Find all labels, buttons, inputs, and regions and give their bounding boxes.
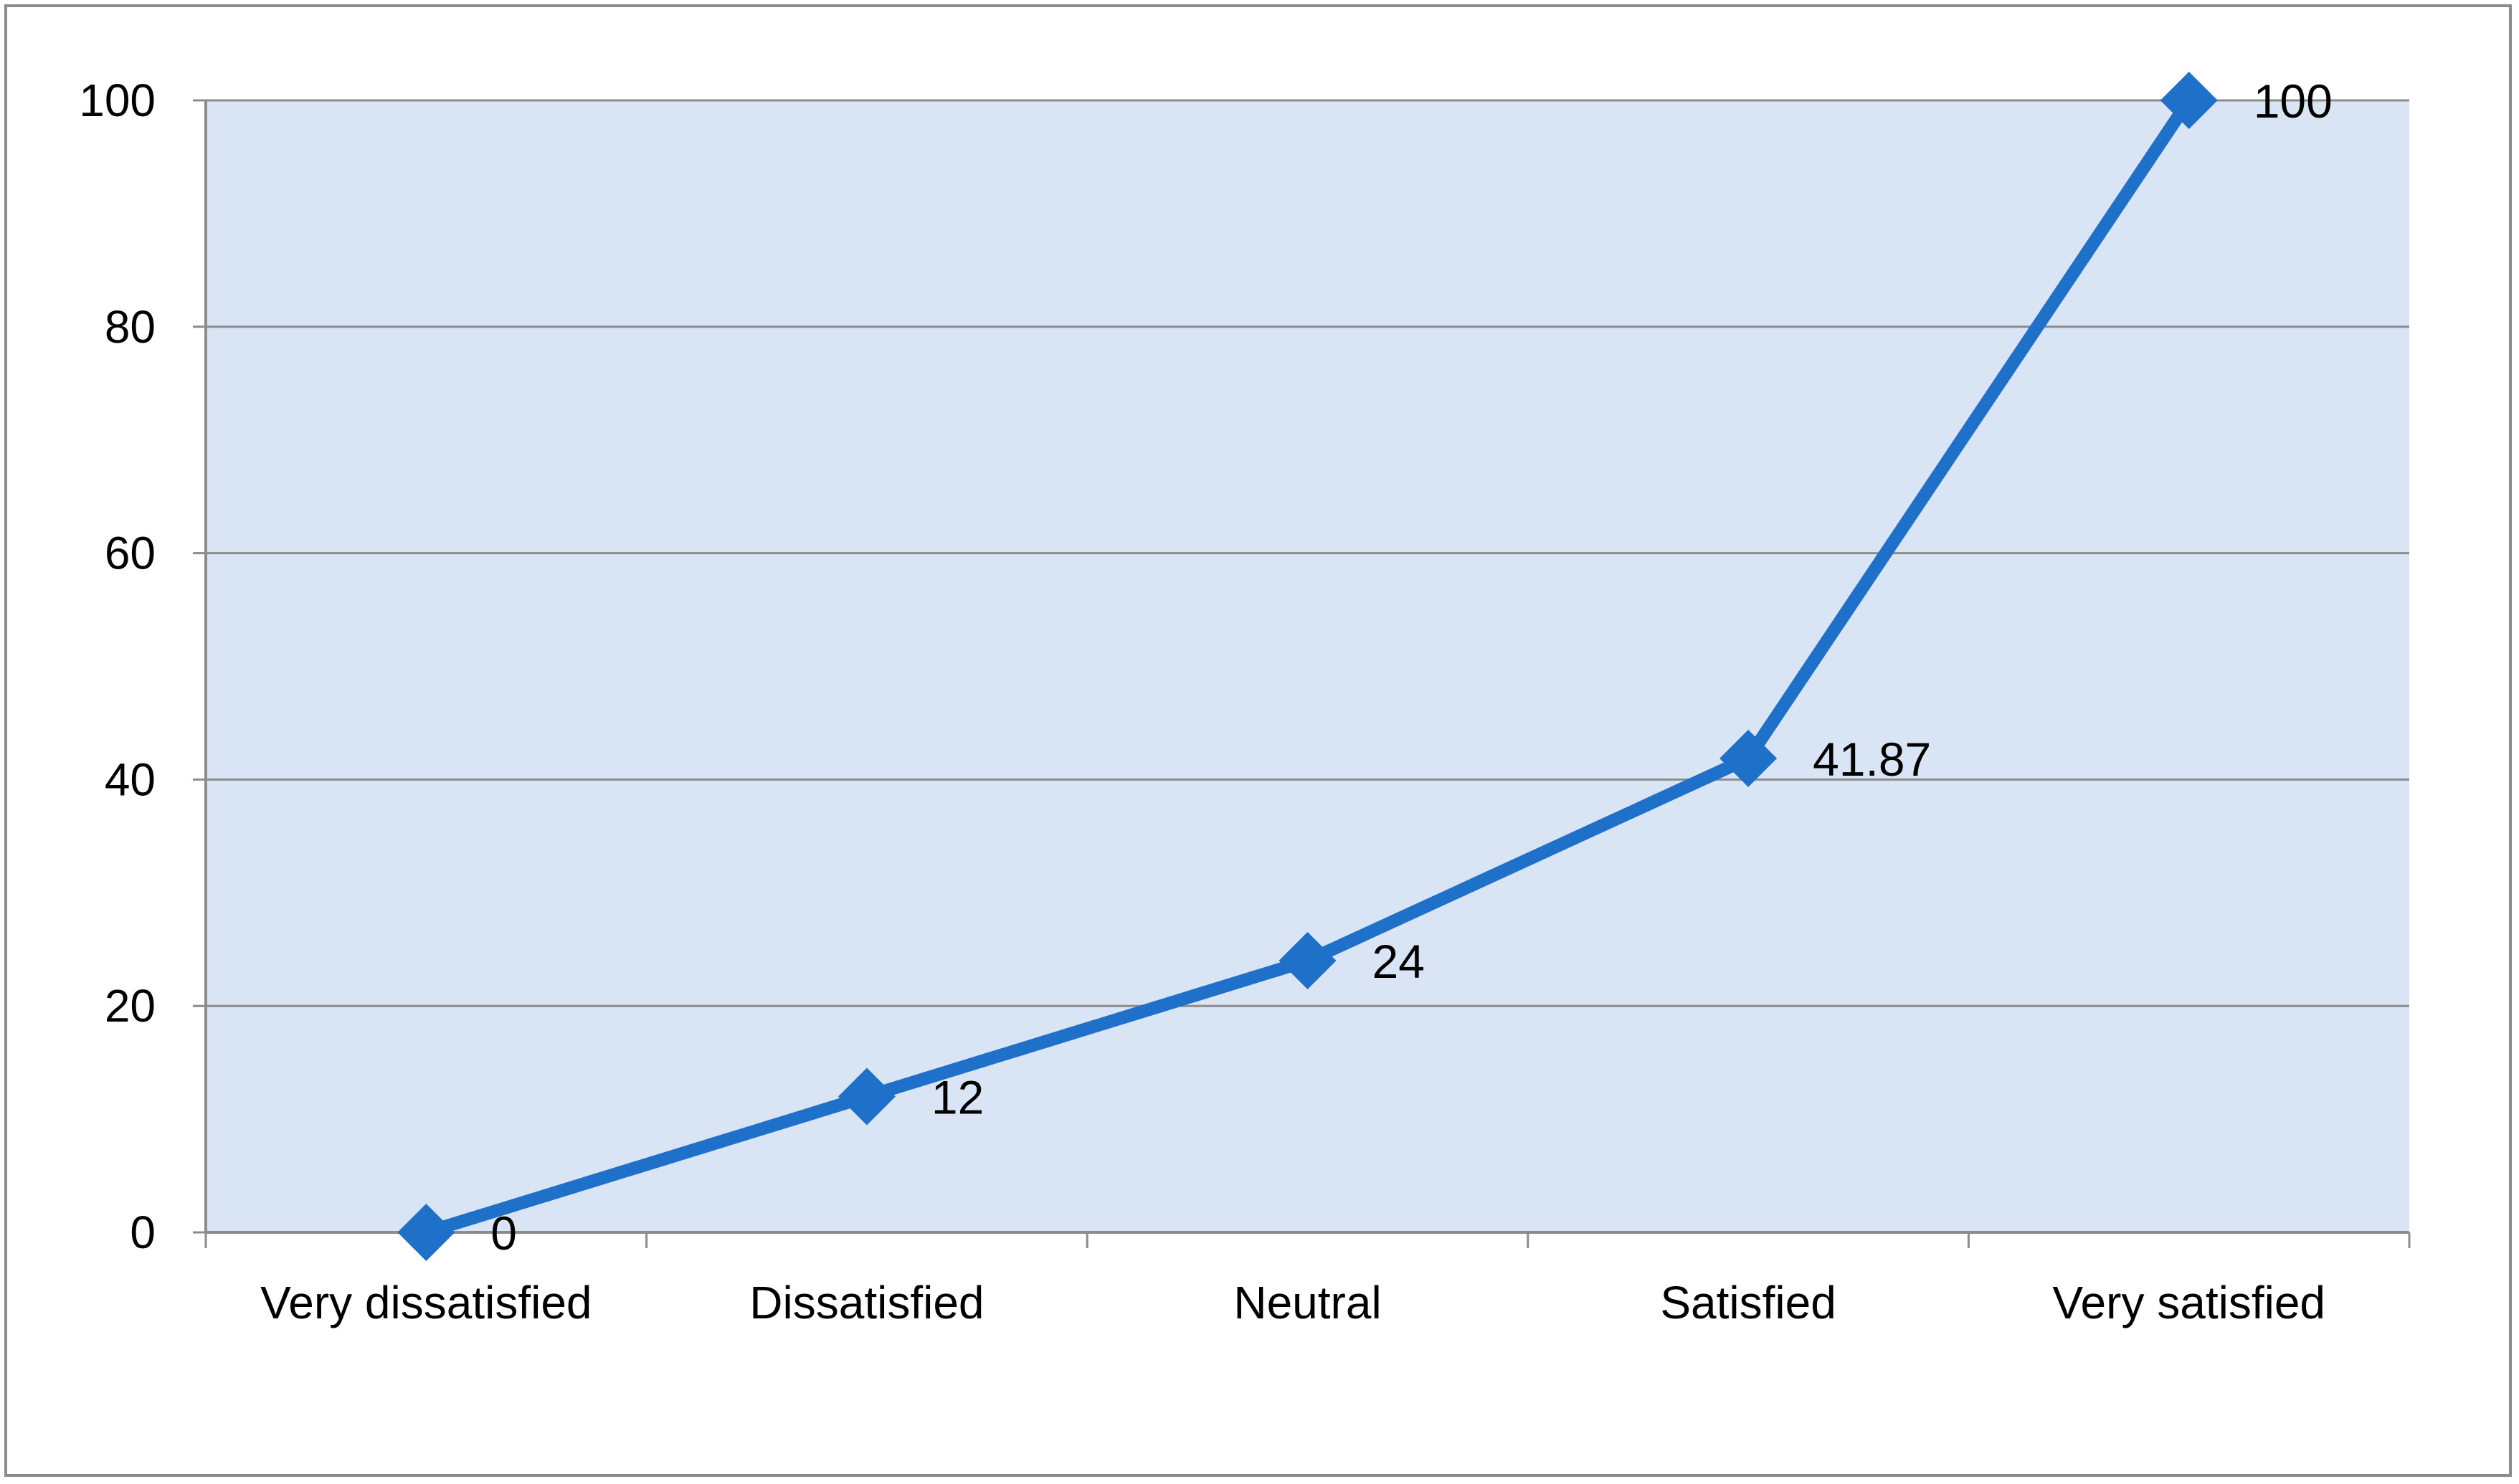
data-label: 41.87: [1813, 733, 1931, 786]
x-tick-label: Very dissatisfied: [260, 1277, 592, 1328]
x-tick-label: Dissatisfied: [749, 1277, 984, 1328]
y-tick-label: 40: [105, 753, 156, 805]
data-point-marker: [2160, 72, 2218, 129]
data-point-marker: [1719, 729, 1778, 787]
axes: [204, 100, 2409, 1234]
data-label: 0: [490, 1207, 517, 1260]
y-tick-label: 100: [79, 75, 156, 126]
data-label: 100: [2254, 75, 2333, 128]
data-label: 24: [1372, 935, 1425, 988]
y-tick-label: 0: [130, 1207, 156, 1258]
x-axis-ticks: Very dissatisfied Dissatisfied Neutral Sati…: [204, 1232, 2411, 1328]
data-point-marker: [397, 1204, 455, 1261]
x-tick-label: Satisfied: [1660, 1277, 1836, 1328]
data-point-marker: [1279, 932, 1337, 990]
x-tick-label: Very satisfied: [2052, 1277, 2325, 1328]
data-point-marker: [838, 1067, 896, 1126]
series-group: [397, 72, 2218, 1261]
y-tick-label: 80: [105, 301, 156, 353]
data-label: 12: [931, 1071, 984, 1124]
y-tick-label: 60: [105, 528, 156, 579]
y-axis-ticks: 0 20 40 60 80 100: [79, 75, 206, 1258]
x-tick-label: Neutral: [1233, 1277, 1381, 1328]
plot-area: [206, 100, 2409, 1232]
y-tick-label: 20: [105, 980, 156, 1032]
data-labels: 0 12 24 41.87 100: [490, 75, 2333, 1260]
